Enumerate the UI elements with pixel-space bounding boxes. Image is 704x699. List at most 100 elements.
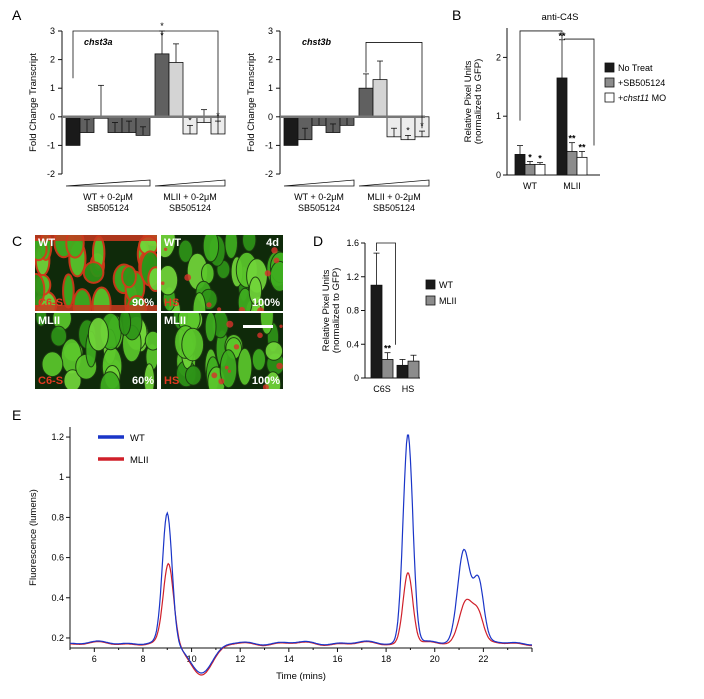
chart-anti-c4s: 0 1 2 Relative Pixel Units (normalized to GF… bbox=[463, 12, 666, 191]
panel-letter-a: A bbox=[12, 7, 22, 23]
group-label: WT + 0-2μM bbox=[294, 192, 344, 202]
group-label: MLII + 0-2μM bbox=[367, 192, 420, 202]
y-tick-label: 0 bbox=[268, 112, 273, 122]
micrograph-genotype-label: MLII bbox=[38, 315, 60, 327]
panel-letter-b: B bbox=[452, 7, 461, 23]
y-tick-label: 1 bbox=[268, 83, 273, 93]
group-label: SB505124 bbox=[87, 203, 129, 213]
micrograph-stain-label: C6-S bbox=[38, 375, 64, 387]
micrograph-image bbox=[161, 313, 283, 389]
legend-swatch bbox=[425, 279, 436, 290]
x-tick-label: 16 bbox=[332, 654, 342, 664]
dose-wedge bbox=[358, 179, 430, 187]
legend-label: +SB505124 bbox=[618, 78, 665, 88]
legend-label: No Treat bbox=[618, 63, 653, 73]
comparison-bracket bbox=[72, 30, 219, 123]
comparison-bracket bbox=[376, 242, 396, 345]
micrograph-genotype-label: WT bbox=[164, 237, 182, 249]
x-tick-label: 12 bbox=[235, 654, 245, 664]
significance-mark: * bbox=[406, 125, 410, 135]
x-tick-label: MLII bbox=[563, 181, 581, 191]
dose-wedge bbox=[154, 179, 226, 187]
comparison-bracket bbox=[519, 30, 563, 121]
significance-mark: * bbox=[538, 154, 542, 164]
y-tick-label: 0 bbox=[50, 112, 55, 122]
group-label: SB505124 bbox=[169, 203, 211, 213]
y-tick-label: -2 bbox=[47, 169, 55, 179]
micrograph-genotype-label: WT bbox=[38, 237, 56, 249]
y-tick-label: 0.4 bbox=[346, 339, 359, 349]
legend-label: MLII bbox=[439, 296, 457, 306]
micrograph-percent-label: 100% bbox=[251, 297, 280, 309]
comparison-bracket bbox=[365, 42, 423, 129]
y-tick-label: 0.6 bbox=[51, 553, 64, 563]
legend-label: MLII bbox=[130, 455, 148, 466]
series-line-mlii bbox=[70, 562, 533, 676]
y-tick-label: 3 bbox=[50, 26, 55, 36]
comparison-bracket bbox=[564, 38, 595, 146]
series-line-wt bbox=[70, 434, 533, 674]
x-tick-label: HS bbox=[402, 384, 415, 394]
group-label: SB505124 bbox=[373, 203, 415, 213]
y-tick-label: 0 bbox=[354, 373, 359, 383]
bar bbox=[283, 116, 299, 146]
x-tick-label: 18 bbox=[381, 654, 391, 664]
legend-swatch bbox=[425, 295, 436, 306]
micrograph-mlii-c6s: MLII C6-S 60% bbox=[35, 313, 157, 389]
x-tick-label: 8 bbox=[140, 654, 145, 664]
bar bbox=[524, 164, 536, 176]
micrograph-image bbox=[35, 235, 157, 311]
bar bbox=[381, 359, 394, 379]
significance-mark: * bbox=[528, 152, 532, 162]
bar bbox=[534, 164, 546, 176]
micrograph-stain-label: HS bbox=[164, 375, 180, 387]
micrograph-percent-label: 60% bbox=[131, 375, 154, 387]
y-tick-label: 0 bbox=[496, 170, 501, 180]
micrograph-wt-c6s: WT C6-S 90% bbox=[35, 235, 157, 311]
group-label: MLII + 0-2μM bbox=[163, 192, 216, 202]
y-tick-label: 0.8 bbox=[51, 512, 64, 522]
micrograph-stain-label: C6-S bbox=[38, 297, 64, 309]
bar bbox=[556, 77, 568, 176]
bar bbox=[370, 284, 383, 379]
chart-fluorescence-trace: 0.2 0.4 0.6 0.8 1 1.2 6 8 10 12 14 16 18 20 22 Time (mi… bbox=[28, 427, 533, 682]
y-tick-label: -1 bbox=[47, 140, 55, 150]
legend-label: WT bbox=[439, 280, 453, 290]
micrograph-mlii-hs: MLII HS 100% bbox=[161, 313, 283, 389]
significance-mark: * bbox=[188, 115, 192, 125]
bar bbox=[407, 360, 420, 379]
legend-swatch bbox=[604, 92, 615, 103]
y-tick-label: -2 bbox=[265, 169, 273, 179]
significance-mark: * bbox=[160, 21, 164, 31]
legend-swatch bbox=[604, 77, 615, 88]
y-axis-title-2: (normalized to GFP) bbox=[473, 59, 484, 145]
y-tick-label: 1 bbox=[496, 111, 501, 121]
legend-swatch bbox=[604, 62, 615, 73]
micrograph-image bbox=[35, 313, 157, 389]
significance-mark: * bbox=[160, 31, 164, 41]
y-axis-title: Relative Pixel Units bbox=[321, 269, 332, 351]
y-axis-title: Fluorescence (lumens) bbox=[28, 489, 39, 586]
group-label: SB505124 bbox=[298, 203, 340, 213]
dose-wedge bbox=[65, 179, 151, 187]
micrograph-percent-label: 100% bbox=[251, 375, 280, 387]
y-axis-title: Relative Pixel Units bbox=[463, 60, 474, 142]
x-tick-label: C6S bbox=[373, 384, 391, 394]
bar bbox=[154, 53, 170, 118]
bar bbox=[65, 116, 81, 146]
chart-title: chst3a bbox=[84, 37, 113, 47]
dose-wedge bbox=[283, 179, 355, 187]
x-tick-label: 10 bbox=[187, 654, 197, 664]
x-tick-label: WT bbox=[523, 181, 537, 191]
bar bbox=[168, 62, 184, 118]
micrograph-percent-label: 90% bbox=[131, 297, 154, 309]
y-tick-label: 1.2 bbox=[51, 432, 64, 442]
y-tick-label: 1 bbox=[50, 83, 55, 93]
significance-mark: ** bbox=[384, 344, 392, 354]
y-tick-label: 1.2 bbox=[346, 272, 359, 282]
bar bbox=[514, 154, 526, 176]
micrograph-genotype-label: MLII bbox=[164, 315, 186, 327]
